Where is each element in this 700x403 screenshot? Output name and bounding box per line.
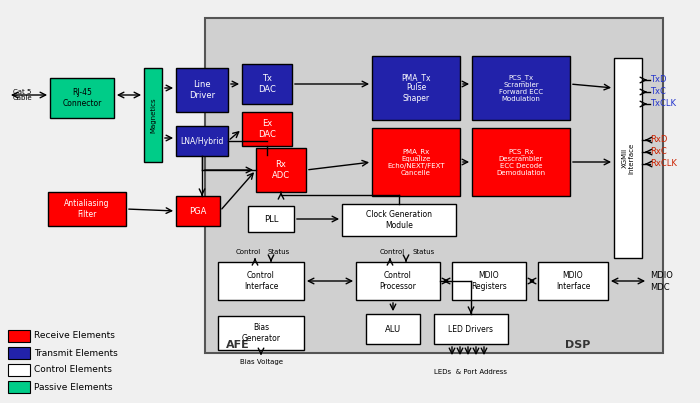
Text: RJ-45
Connector: RJ-45 Connector [62, 88, 102, 108]
Bar [8, 364, 30, 376]
Text: MDIO: MDIO [650, 272, 673, 280]
Text: PGA: PGA [189, 206, 206, 216]
Bar [176, 196, 220, 226]
Bar [472, 128, 570, 196]
Text: Magnetics: Magnetics [150, 97, 156, 133]
Bar [205, 18, 663, 353]
Text: Passive Elements: Passive Elements [34, 382, 113, 391]
Bar [218, 262, 304, 300]
Text: Control
Processor: Control Processor [379, 271, 416, 291]
Bar [614, 58, 642, 258]
Text: RxCLK: RxCLK [650, 160, 677, 168]
Text: Bias
Generator: Bias Generator [241, 323, 281, 343]
Text: Control: Control [379, 249, 405, 255]
Text: Rx
ADC: Rx ADC [272, 160, 290, 180]
Text: PCS_Rx
Descrambler
ECC Decode
Demodulation: PCS_Rx Descrambler ECC Decode Demodulati… [496, 148, 545, 176]
Text: LEDs  & Port Address: LEDs & Port Address [435, 369, 508, 375]
Text: MDC: MDC [650, 283, 670, 293]
Bar [256, 148, 306, 192]
Text: Status: Status [268, 249, 290, 255]
Text: ALU: ALU [385, 324, 401, 334]
Text: PMA_Tx
Pulse
Shaper: PMA_Tx Pulse Shaper [401, 73, 430, 103]
Text: PMA_Rx
Equalize
Echo/NEXT/FEXT
Cancelle: PMA_Rx Equalize Echo/NEXT/FEXT Cancelle [387, 148, 444, 176]
Bar [372, 128, 460, 196]
Bar [366, 314, 420, 344]
Text: XGMII
Interface: XGMII Interface [622, 142, 634, 174]
Text: TxCLK: TxCLK [650, 100, 676, 108]
Text: Ex
DAC: Ex DAC [258, 119, 276, 139]
Text: Tx
DAC: Tx DAC [258, 74, 276, 94]
Text: Cat 5
Cable: Cat 5 Cable [12, 89, 32, 102]
Bar [452, 262, 526, 300]
Text: Clock Generation
Module: Clock Generation Module [366, 210, 432, 230]
Bar [8, 330, 30, 342]
Bar [8, 381, 30, 393]
Bar [218, 316, 304, 350]
Text: Bias Voltage: Bias Voltage [239, 359, 283, 365]
Bar [342, 204, 456, 236]
Bar [8, 347, 30, 359]
Text: Control Elements: Control Elements [34, 366, 112, 374]
Bar [50, 78, 114, 118]
Bar [176, 126, 228, 156]
Text: Line
Driver: Line Driver [189, 80, 215, 100]
Bar [472, 56, 570, 120]
Text: Transmit Elements: Transmit Elements [34, 349, 118, 357]
Bar [434, 314, 508, 344]
Text: TxC: TxC [650, 87, 666, 96]
Text: LNA/Hybrid: LNA/Hybrid [181, 137, 224, 145]
Bar [372, 56, 460, 120]
Bar [144, 68, 162, 162]
Text: Status: Status [413, 249, 435, 255]
Text: MDIO
Registers: MDIO Registers [471, 271, 507, 291]
Bar [356, 262, 440, 300]
Bar [248, 206, 294, 232]
Text: PCS_Tx
Scrambler
Forward ECC
Modulation: PCS_Tx Scrambler Forward ECC Modulation [499, 74, 543, 102]
Text: Control
Interface: Control Interface [244, 271, 278, 291]
Text: PLL: PLL [264, 214, 278, 224]
Text: RxC: RxC [650, 147, 666, 156]
Text: Receive Elements: Receive Elements [34, 332, 115, 341]
Text: RxD: RxD [650, 135, 667, 145]
Text: Antialiasing
Filter: Antialiasing Filter [64, 199, 110, 219]
Bar [242, 64, 292, 104]
Bar [538, 262, 608, 300]
Text: LED Drivers: LED Drivers [449, 324, 493, 334]
Text: DSP: DSP [566, 340, 591, 350]
Text: TxD: TxD [650, 75, 666, 85]
Bar [176, 68, 228, 112]
Bar [242, 112, 292, 146]
Text: Control: Control [235, 249, 260, 255]
Bar [48, 192, 126, 226]
Text: MDIO
Interface: MDIO Interface [556, 271, 590, 291]
Text: AFE: AFE [226, 340, 250, 350]
